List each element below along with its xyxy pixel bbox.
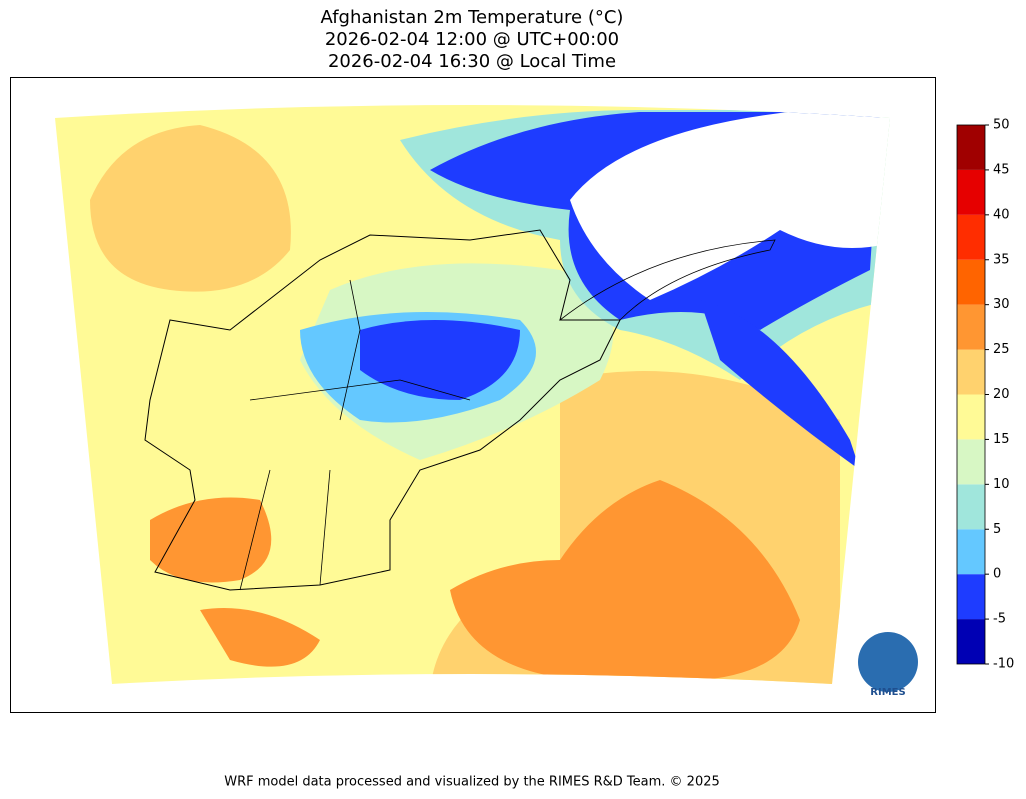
colorbar-segment bbox=[957, 574, 985, 620]
colorbar-tick-label: -10 bbox=[993, 657, 1014, 672]
colorbar-tick-label: 0 bbox=[993, 567, 1001, 582]
colorbar-segment bbox=[957, 439, 985, 485]
colorbar-tick-label: 50 bbox=[993, 118, 1010, 133]
colorbar-tick-label: 30 bbox=[993, 297, 1010, 312]
colorbar-segment bbox=[957, 304, 985, 350]
colorbar-tick-label: 35 bbox=[993, 252, 1010, 267]
colorbar-segment bbox=[957, 619, 985, 664]
title-line: 2026-02-04 12:00 @ UTC+00:00 bbox=[325, 29, 619, 50]
colorbar-segment bbox=[957, 214, 985, 260]
colorbar-segment bbox=[957, 169, 985, 215]
logo bbox=[858, 632, 918, 692]
colorbar-tick-label: 20 bbox=[993, 387, 1010, 402]
colorbar-tick-label: 25 bbox=[993, 342, 1010, 357]
footer: WRF model data processed and visualized … bbox=[224, 775, 720, 790]
title-line: 2026-02-04 16:30 @ Local Time bbox=[328, 51, 616, 72]
colorbar: -10 -5 0 5 10 15 20 25 30 35 40 45 50 bbox=[956, 118, 1014, 672]
colorbar-tick-label: -5 bbox=[993, 612, 1006, 627]
colorbar-segment bbox=[957, 349, 985, 395]
title-line: Afghanistan 2m Temperature (°C) bbox=[321, 7, 624, 28]
colorbar-tick-label: 40 bbox=[993, 207, 1010, 222]
colorbar-segment bbox=[957, 484, 985, 530]
logo-text: RIMES bbox=[870, 687, 905, 698]
colorbar-segment bbox=[957, 125, 985, 170]
colorbar-segment bbox=[957, 529, 985, 575]
colorbar-tick-label: 45 bbox=[993, 162, 1010, 177]
colorbar-tick-label: 5 bbox=[993, 522, 1001, 537]
colorbar-tick-label: 15 bbox=[993, 432, 1010, 447]
colorbar-segment bbox=[957, 259, 985, 305]
colorbar-segment bbox=[957, 394, 985, 440]
colorbar-tick-label: 10 bbox=[993, 477, 1010, 492]
map: RIMES bbox=[55, 105, 918, 698]
